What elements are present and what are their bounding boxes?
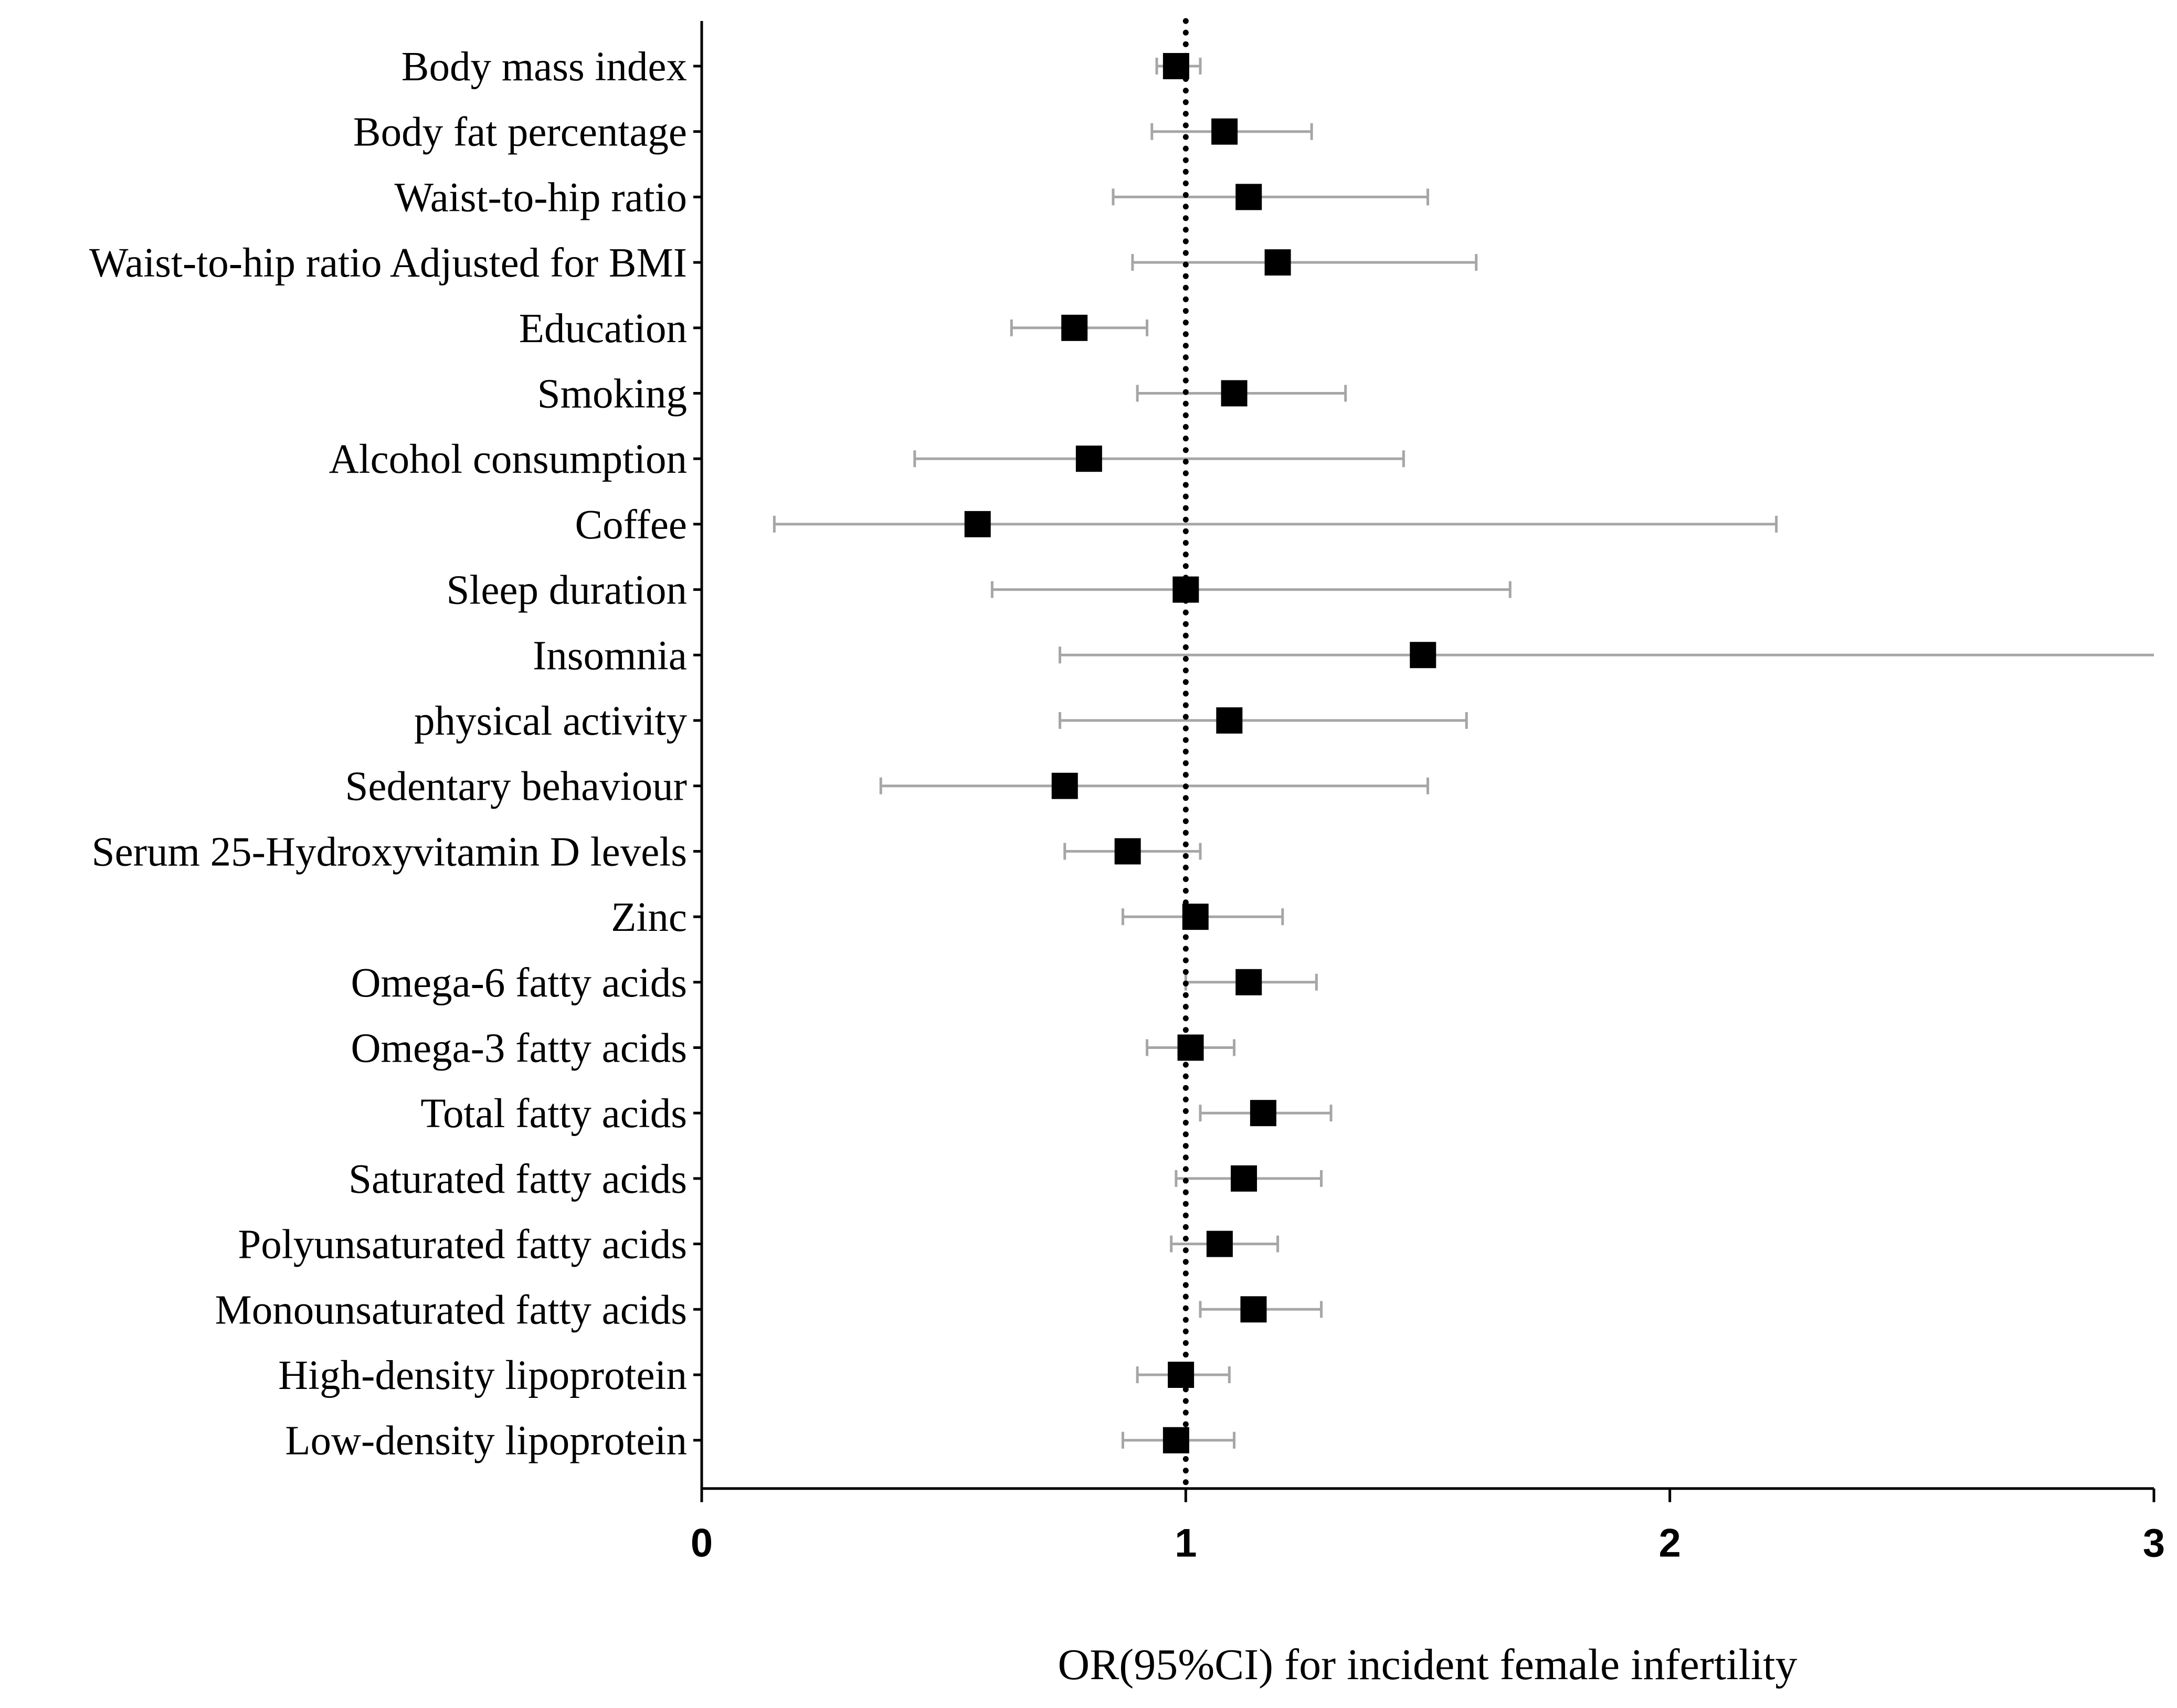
row-label: Body fat percentage [353, 110, 687, 155]
row-label: Zinc [611, 895, 687, 940]
or-marker [1240, 1296, 1267, 1323]
row-label: Insomnia [533, 633, 687, 678]
or-marker [1231, 1165, 1257, 1192]
forest-row: Insomnia [533, 633, 2154, 678]
row-label: Waist-to-hip ratio Adjusted for BMI [89, 240, 687, 286]
or-marker [1221, 380, 1248, 407]
forest-row: Body mass index [401, 44, 1202, 90]
forest-row: High-density lipoprotein [278, 1353, 1231, 1398]
forest-row: physical activity [414, 698, 1468, 744]
or-marker [1206, 1230, 1233, 1257]
or-marker [1075, 445, 1102, 472]
forest-row: Omega-3 fatty acids [351, 1026, 1236, 1072]
or-marker [1114, 838, 1141, 865]
or-marker [1410, 642, 1436, 669]
or-marker [1051, 772, 1078, 799]
row-label: Saturated fatty acids [348, 1157, 687, 1202]
row-label: Alcohol consumption [329, 437, 687, 482]
x-tick-label: 1 [1175, 1521, 1197, 1566]
or-marker [1235, 184, 1262, 210]
forest-row: Waist-to-hip ratio [395, 175, 1429, 220]
or-marker [1211, 118, 1238, 145]
row-label: physical activity [414, 698, 687, 744]
forest-row: Serum 25-Hydroxyvitamin D levels [92, 829, 1202, 875]
or-marker [1264, 249, 1291, 276]
row-label: Coffee [575, 502, 687, 548]
x-tick-label: 0 [691, 1521, 713, 1566]
row-label: Waist-to-hip ratio [395, 175, 687, 220]
x-ticks-layer: 0 1 2 3 [691, 1488, 2165, 1566]
forest-row: Smoking [537, 372, 1347, 417]
x-axis-title: OR(95%CI) for incident female infertilit… [1058, 1640, 1798, 1689]
or-marker [1168, 1362, 1195, 1388]
or-marker [1177, 1034, 1204, 1061]
row-label: Sedentary behaviour [345, 764, 687, 810]
forest-row: Waist-to-hip ratio Adjusted for BMI [89, 240, 1478, 286]
or-marker [1250, 1100, 1276, 1127]
forest-row: Sleep duration [446, 568, 1512, 613]
forest-row: Omega-6 fatty acids [351, 960, 1318, 1006]
row-label: Education [519, 306, 687, 352]
or-marker [1235, 969, 1262, 995]
row-label: Low-density lipoprotein [285, 1418, 687, 1464]
forest-row: Body fat percentage [353, 110, 1313, 155]
row-label: Total fatty acids [420, 1091, 687, 1137]
forest-row: Saturated fatty acids [348, 1157, 1323, 1202]
row-label: Body mass index [401, 44, 687, 90]
forest-row: Total fatty acids [420, 1091, 1333, 1137]
forest-row: Polyunsaturated fatty acids [238, 1222, 1280, 1268]
forest-row: Sedentary behaviour [345, 764, 1429, 810]
forest-row: Coffee [575, 502, 1778, 548]
row-label: High-density lipoprotein [278, 1353, 687, 1398]
row-label: Monounsaturated fatty acids [215, 1287, 687, 1333]
row-label: Omega-6 fatty acids [351, 960, 687, 1006]
forest-row: Education [519, 306, 1149, 352]
row-label: Polyunsaturated fatty acids [238, 1222, 687, 1268]
or-marker [1216, 707, 1243, 734]
x-tick-label: 2 [1659, 1521, 1681, 1566]
forest-row: Monounsaturated fatty acids [215, 1287, 1323, 1333]
row-label: Sleep duration [446, 568, 687, 613]
or-marker [964, 511, 991, 537]
forest-row: Zinc [611, 895, 1284, 940]
row-label: Serum 25-Hydroxyvitamin D levels [92, 829, 687, 875]
row-label: Omega-3 fatty acids [351, 1026, 687, 1072]
rows-layer: Body mass index Body fat percentage Waist-… [89, 44, 2154, 1464]
forest-row: Alcohol consumption [329, 437, 1405, 482]
x-tick-label: 3 [2143, 1521, 2165, 1566]
row-label: Smoking [537, 372, 687, 417]
forest-row: Low-density lipoprotein [285, 1418, 1236, 1464]
or-marker [1061, 314, 1088, 341]
